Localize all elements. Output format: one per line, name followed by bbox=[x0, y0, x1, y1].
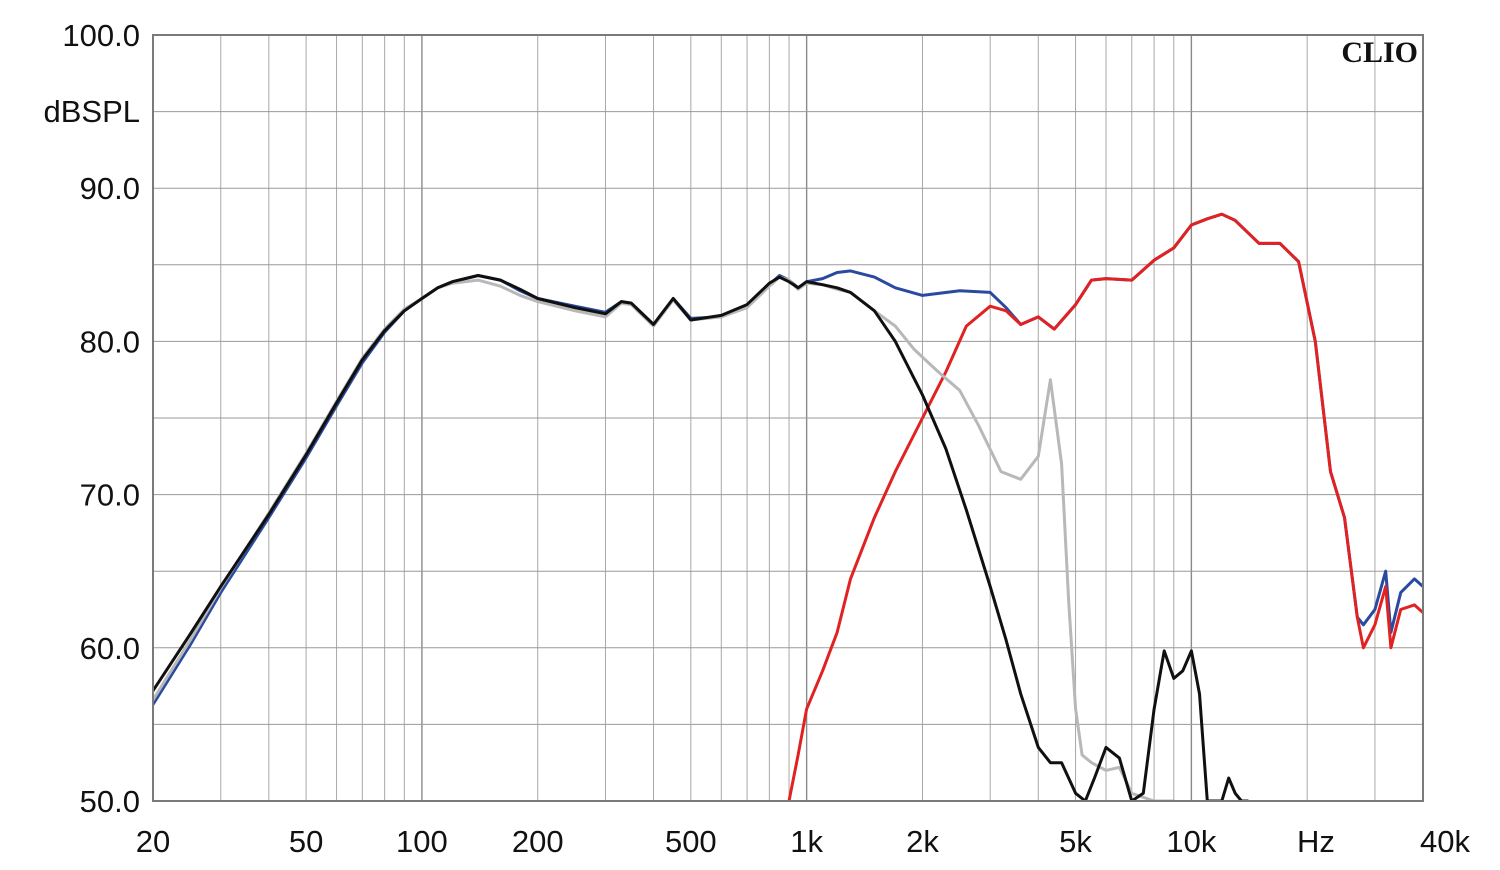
y-tick-label: 70.0 bbox=[80, 478, 140, 513]
y-tick-label: 80.0 bbox=[80, 324, 140, 359]
y-tick-labels: 100.0 90.0 80.0 70.0 60.0 50.0 bbox=[62, 18, 140, 819]
y-tick-label: 100.0 bbox=[62, 18, 140, 53]
x-tick-label: 5k bbox=[1059, 824, 1092, 859]
x-tick-labels: 20 50 100 200 500 1k 2k 5k 10k 40k bbox=[136, 824, 1471, 859]
y-axis-label: dBSPL bbox=[43, 94, 140, 129]
x-unit-label: Hz bbox=[1297, 824, 1335, 859]
x-tick-label: 2k bbox=[906, 824, 939, 859]
x-tick-label: 20 bbox=[136, 824, 170, 859]
x-tick-label: 200 bbox=[512, 824, 564, 859]
x-tick-label: 1k bbox=[790, 824, 823, 859]
series-line-4 bbox=[153, 274, 1250, 801]
x-tick-label: 50 bbox=[289, 824, 323, 859]
y-tick-label: 90.0 bbox=[80, 171, 140, 206]
plot-frame bbox=[152, 34, 1424, 802]
grid-major bbox=[153, 35, 1423, 801]
x-tick-label: 10k bbox=[1166, 824, 1216, 859]
x-tick-label: 500 bbox=[665, 824, 717, 859]
series-line-2 bbox=[787, 212, 1423, 801]
y-tick-label: 60.0 bbox=[80, 631, 140, 666]
series-layer bbox=[153, 212, 1423, 801]
x-tick-label: 40k bbox=[1420, 824, 1470, 859]
y-tick-label: 50.0 bbox=[80, 784, 140, 819]
clio-brand-label: CLIO bbox=[1341, 36, 1418, 69]
x-tick-label: 100 bbox=[396, 824, 448, 859]
